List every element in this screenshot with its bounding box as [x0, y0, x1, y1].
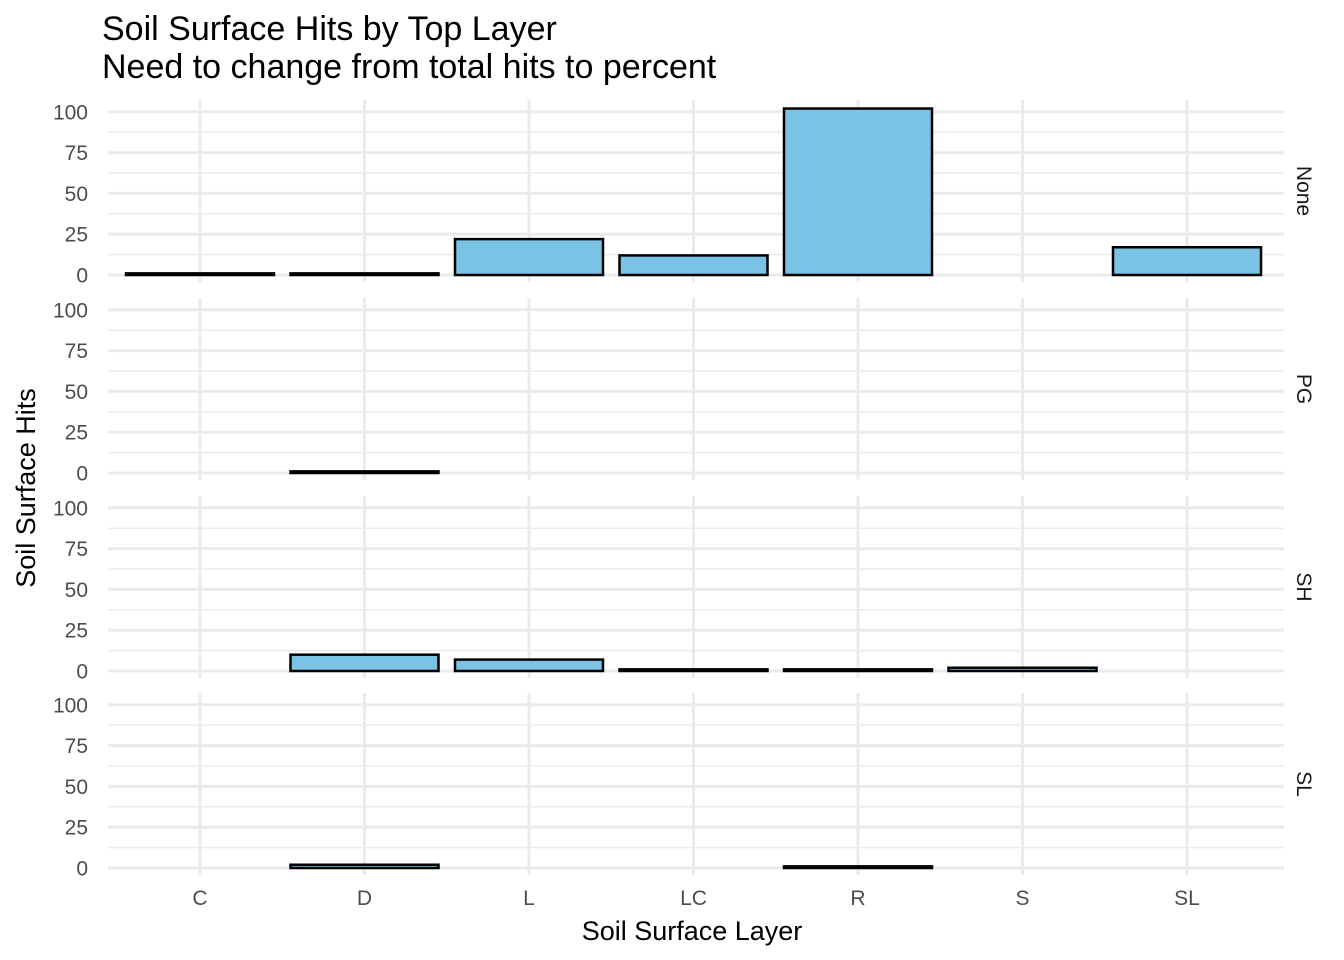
chart-title: Soil Surface Hits by Top Layer	[102, 10, 557, 48]
facet-panels: 0 25 50 75 100 None 0 25 50 75 100 PG 0 25 50 75 100 SH 0 2…	[53, 100, 1315, 910]
bar-none-c	[124, 272, 276, 277]
y-tick-label: 100	[53, 497, 88, 520]
x-tick-label: SL	[1174, 887, 1200, 910]
facet-panel-none: 0 25 50 75 100 None	[53, 100, 1315, 288]
y-tick-label: 75	[65, 142, 88, 165]
y-tick-label: 100	[53, 299, 88, 322]
y-tick-label: 25	[65, 224, 88, 247]
bar-sl-d	[289, 863, 440, 870]
facet-panel-pg: 0 25 50 75 100 PG	[53, 298, 1315, 486]
y-tick-label: 0	[76, 463, 88, 486]
bar-sh-lc	[618, 668, 769, 673]
x-tick-label: R	[850, 887, 865, 910]
y-tick-label: 75	[65, 735, 88, 758]
facet-strip-label: None	[1292, 166, 1315, 216]
y-tick-label: 100	[53, 101, 88, 124]
y-tick-label: 0	[76, 858, 88, 881]
y-tick-label: 0	[76, 265, 88, 288]
bar-none-d	[289, 272, 440, 277]
facet-strip-label: SH	[1292, 572, 1315, 601]
bar-sh-s	[947, 666, 1098, 673]
facet-strip-label: PG	[1292, 374, 1315, 404]
y-tick-label: 25	[65, 817, 88, 840]
y-tick-label: 0	[76, 661, 88, 684]
y-tick-label: 50	[65, 776, 88, 799]
bar-sl-r	[782, 865, 934, 870]
bar-none-lc	[618, 254, 769, 277]
y-tick-label: 25	[65, 422, 88, 445]
facet-panel-sh: 0 25 50 75 100 SH	[53, 496, 1315, 684]
bar-sh-l	[453, 658, 605, 673]
x-tick-label: C	[192, 887, 207, 910]
bar-sh-d	[289, 653, 440, 673]
y-tick-label: 50	[65, 183, 88, 206]
y-tick-label: 75	[65, 340, 88, 363]
y-tick-label: 75	[65, 538, 88, 561]
x-tick-label: D	[357, 887, 372, 910]
y-tick-label: 50	[65, 381, 88, 404]
x-tick-label: L	[523, 887, 535, 910]
bar-none-l	[453, 237, 605, 277]
x-axis-title: Soil Surface Layer	[582, 916, 803, 946]
x-tick-label: LC	[680, 887, 707, 910]
bar-pg-d	[289, 470, 440, 475]
bar-none-sl	[1111, 246, 1263, 277]
bar-none-r	[782, 107, 934, 277]
facet-strip-label: SL	[1292, 771, 1315, 797]
chart-subtitle: Need to change from total hits to percen…	[102, 48, 717, 86]
facet-panel-sl: 0 25 50 75 100 SL	[53, 693, 1315, 881]
y-axis-title: Soil Surface Hits	[11, 388, 41, 588]
y-tick-label: 100	[53, 694, 88, 717]
x-tick-label: S	[1015, 887, 1029, 910]
bar-sh-r	[782, 668, 934, 673]
y-tick-label: 25	[65, 620, 88, 643]
y-tick-label: 50	[65, 579, 88, 602]
